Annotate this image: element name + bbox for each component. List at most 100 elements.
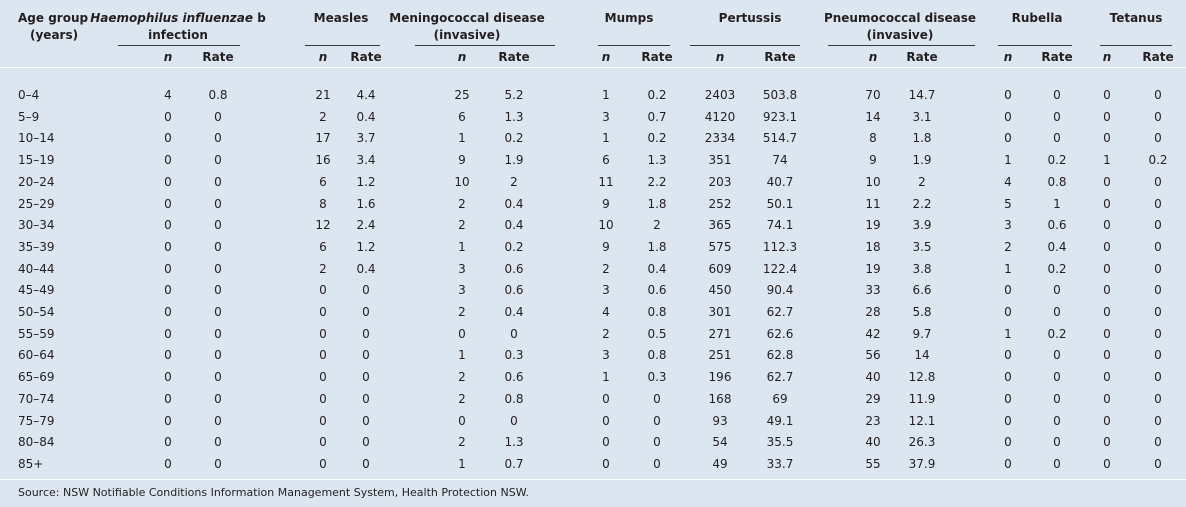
- value-cell: 8: [869, 131, 877, 146]
- value-cell: 0.4: [647, 261, 667, 276]
- value-cell: 0.5: [647, 326, 667, 341]
- rule: [0, 479, 1186, 480]
- value-cell: 3: [1004, 218, 1012, 233]
- value-cell: 54: [712, 435, 728, 450]
- value-cell: 514.7: [762, 131, 798, 146]
- value-cell: 0: [362, 326, 370, 341]
- sub-header: n: [602, 49, 611, 65]
- value-cell: 8: [319, 196, 327, 211]
- value-cell: 0.6: [647, 283, 667, 298]
- value-cell: 33: [865, 283, 881, 298]
- value-cell: 0: [214, 326, 222, 341]
- value-cell: 0: [164, 261, 172, 276]
- age-cell: 60–64: [18, 348, 55, 363]
- value-cell: 0: [1053, 456, 1061, 471]
- value-cell: 0: [1004, 456, 1012, 471]
- value-cell: 0: [1053, 305, 1061, 319]
- value-cell: 0: [1154, 348, 1162, 363]
- group-header: Mumps: [604, 11, 654, 25]
- value-cell: 0: [164, 109, 172, 124]
- value-cell: 62.7: [766, 370, 794, 385]
- value-cell: 3: [602, 283, 610, 298]
- value-cell: 0.3: [647, 370, 667, 385]
- value-cell: 251: [708, 348, 732, 363]
- sub-header: n: [869, 49, 878, 65]
- value-cell: 0: [164, 174, 172, 189]
- value-cell: 3.4: [356, 153, 376, 168]
- value-cell: 4: [1004, 174, 1012, 189]
- group-rule: [305, 45, 380, 46]
- value-cell: 923.1: [762, 109, 798, 124]
- value-cell: 203: [708, 174, 732, 189]
- value-cell: 11: [598, 174, 614, 189]
- value-cell: 0.6: [504, 283, 524, 298]
- value-cell: 1.2: [356, 239, 376, 254]
- value-cell: 0.2: [1047, 261, 1067, 276]
- value-cell: 1.8: [647, 196, 667, 211]
- value-cell: 0: [1154, 261, 1162, 276]
- value-cell: 70: [865, 88, 881, 102]
- value-cell: 0: [164, 153, 172, 168]
- value-cell: 0.3: [504, 348, 524, 363]
- age-cell: 50–54: [18, 305, 55, 319]
- value-cell: 112.3: [762, 239, 798, 254]
- value-cell: 3.1: [912, 109, 932, 124]
- value-cell: 49.1: [766, 413, 794, 428]
- value-cell: 0.2: [1047, 153, 1067, 168]
- age-cell: 70–74: [18, 391, 55, 406]
- value-cell: 0: [1004, 391, 1012, 406]
- value-cell: 10: [598, 218, 614, 233]
- value-cell: 271: [708, 326, 732, 341]
- value-cell: 2: [458, 391, 466, 406]
- value-cell: 0: [164, 435, 172, 450]
- value-cell: 2: [918, 174, 926, 189]
- value-cell: 0: [1004, 348, 1012, 363]
- group-rule: [415, 45, 555, 46]
- value-cell: 0: [1103, 370, 1111, 385]
- value-cell: 0: [602, 456, 610, 471]
- value-cell: 1: [602, 88, 610, 102]
- value-cell: 2: [510, 174, 518, 189]
- value-cell: 0: [1154, 456, 1162, 471]
- value-cell: 0: [362, 456, 370, 471]
- value-cell: 5.8: [912, 305, 932, 319]
- value-cell: 0: [319, 305, 327, 319]
- value-cell: 0.4: [356, 261, 376, 276]
- value-cell: 5.2: [504, 88, 524, 102]
- value-cell: 0: [1154, 239, 1162, 254]
- value-cell: 56: [865, 348, 881, 363]
- value-cell: 2.4: [356, 218, 376, 233]
- sub-header-text: n: [601, 50, 611, 64]
- value-cell: 17: [315, 131, 331, 146]
- value-cell: 0.2: [504, 131, 524, 146]
- value-cell: 0: [1103, 391, 1111, 406]
- value-cell: 0: [1004, 370, 1012, 385]
- sub-header-text: n: [715, 50, 725, 64]
- value-cell: 1.3: [647, 153, 667, 168]
- value-cell: 0: [214, 283, 222, 298]
- value-cell: 12.1: [908, 413, 936, 428]
- group-rule: [998, 45, 1072, 46]
- value-cell: 1.3: [504, 109, 524, 124]
- value-cell: 2: [458, 218, 466, 233]
- value-cell: 450: [708, 283, 732, 298]
- group-rule: [598, 45, 670, 46]
- value-cell: 0: [214, 131, 222, 146]
- value-cell: 0: [1103, 348, 1111, 363]
- value-cell: 3.5: [912, 239, 932, 254]
- value-cell: 2: [458, 370, 466, 385]
- sub-header-text: n: [1003, 50, 1013, 64]
- value-cell: 2: [602, 326, 610, 341]
- value-cell: 0.4: [504, 305, 524, 319]
- group-header: Pneumococcal disease: [823, 11, 977, 25]
- value-cell: 0: [164, 456, 172, 471]
- age-cell: 75–79: [18, 413, 55, 428]
- age-cell: 5–9: [18, 109, 40, 124]
- value-cell: 0: [1154, 435, 1162, 450]
- value-cell: 0: [164, 283, 172, 298]
- value-cell: 0: [214, 348, 222, 363]
- value-cell: 10: [865, 174, 881, 189]
- value-cell: 29: [865, 391, 881, 406]
- value-cell: 0.8: [208, 88, 228, 102]
